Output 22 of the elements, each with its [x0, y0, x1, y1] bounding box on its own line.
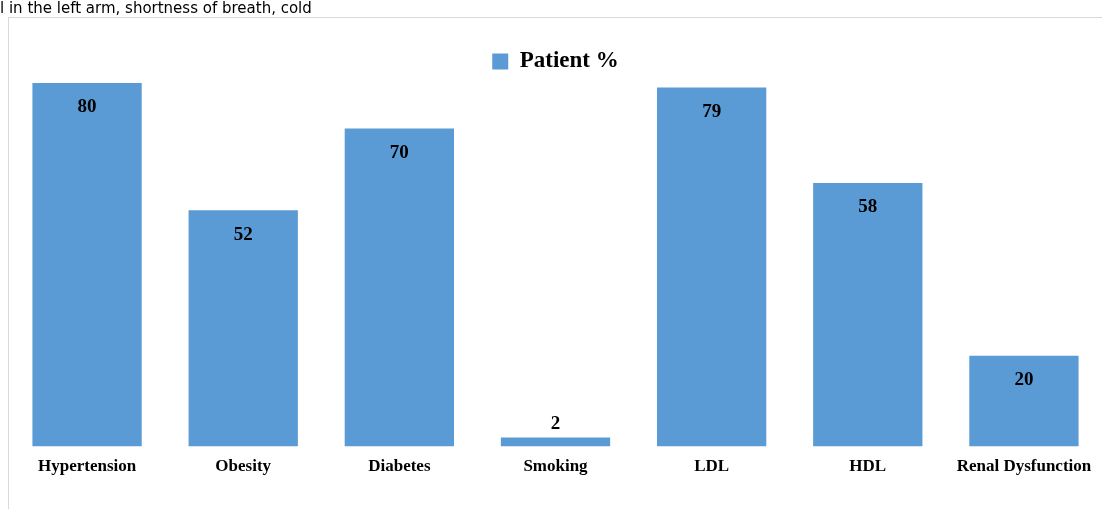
x-tick-label: HDL: [849, 456, 887, 476]
bar: [656, 87, 767, 447]
bar: [969, 355, 1079, 447]
x-tick-label: Hypertension: [37, 456, 137, 476]
data-label: 58: [858, 195, 878, 217]
bar: [188, 210, 298, 447]
x-tick-label: Obesity: [215, 456, 272, 476]
text: l in the left arm, shortness of breath, cold: [0, 0, 312, 17]
data-label: 2: [550, 411, 561, 433]
data-label: 80: [77, 95, 97, 117]
x-tick-label: Renal Dysfunction: [956, 456, 1092, 476]
data-label: 52: [233, 222, 253, 244]
data-label: 79: [702, 99, 722, 121]
data-label: 20: [1014, 368, 1034, 390]
x-tick-label: LDL: [694, 456, 730, 476]
x-tick-label: Diabetes: [368, 456, 431, 476]
legend-label: Patient %: [519, 47, 619, 73]
x-tick-label: Smoking: [523, 456, 589, 476]
bar: [813, 182, 923, 447]
bar: [32, 83, 142, 447]
data-label: 70: [389, 140, 409, 162]
bar: [344, 128, 455, 447]
